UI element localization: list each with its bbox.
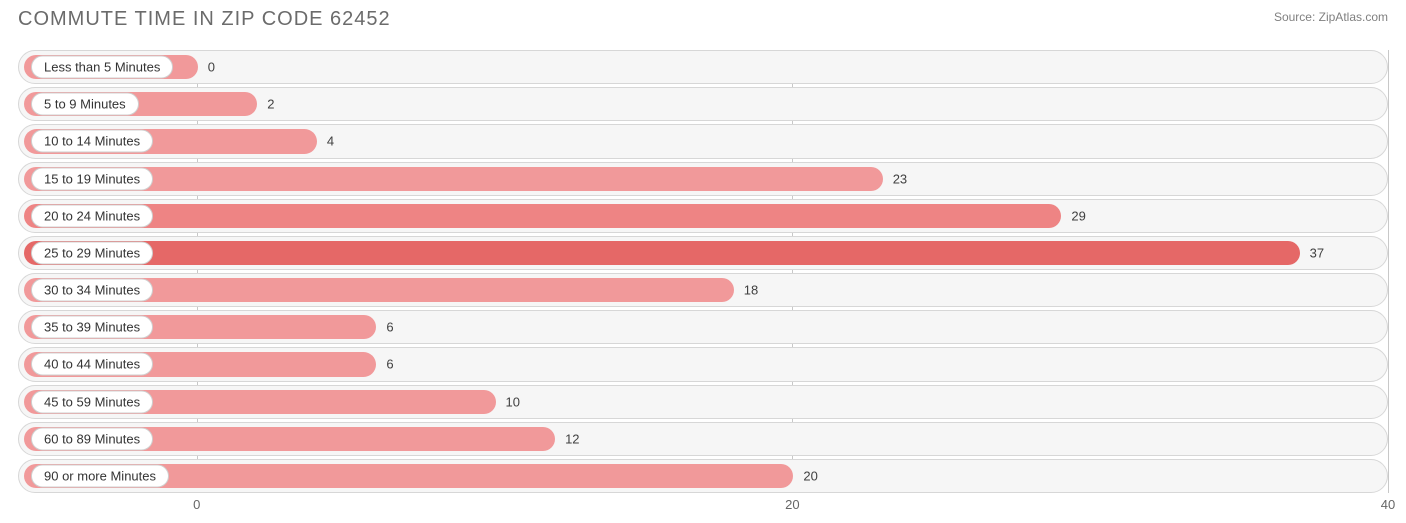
bar-row: 30 to 34 Minutes 18 — [18, 273, 1388, 307]
bar-row: 40 to 44 Minutes 6 — [18, 347, 1388, 381]
x-axis-tick: 0 — [193, 497, 200, 512]
bar-row: 25 to 29 Minutes 37 — [18, 236, 1388, 270]
bar-row: 35 to 39 Minutes 6 — [18, 310, 1388, 344]
value-label: 18 — [744, 283, 758, 298]
bar-row: 90 or more Minutes 20 — [18, 459, 1388, 493]
value-label: 12 — [565, 431, 579, 446]
value-label: 37 — [1310, 245, 1324, 260]
category-label: 20 to 24 Minutes — [31, 204, 153, 227]
x-axis-tick: 20 — [785, 497, 799, 512]
source-attribution: Source: ZipAtlas.com — [1274, 8, 1388, 24]
bar-row: 5 to 9 Minutes 2 — [18, 87, 1388, 121]
bar-rows-container: Less than 5 Minutes 0 5 to 9 Minutes 2 10 to… — [18, 50, 1388, 493]
value-label: 2 — [267, 97, 274, 112]
category-label: 25 to 29 Minutes — [31, 241, 153, 264]
category-label: 35 to 39 Minutes — [31, 316, 153, 339]
bar-row: Less than 5 Minutes 0 — [18, 50, 1388, 84]
value-label: 6 — [386, 357, 393, 372]
value-label: 0 — [208, 60, 215, 75]
bar-row: 45 to 59 Minutes 10 — [18, 385, 1388, 419]
category-label: 10 to 14 Minutes — [31, 130, 153, 153]
value-label: 6 — [386, 320, 393, 335]
category-label: Less than 5 Minutes — [31, 56, 173, 79]
value-label: 4 — [327, 134, 334, 149]
category-label: 45 to 59 Minutes — [31, 390, 153, 413]
bar-row: 20 to 24 Minutes 29 — [18, 199, 1388, 233]
bar-fill — [24, 241, 1300, 265]
source-name: ZipAtlas.com — [1319, 10, 1388, 24]
chart-title: COMMUTE TIME IN ZIP CODE 62452 — [18, 8, 391, 31]
x-axis-tick: 40 — [1381, 497, 1395, 512]
source-prefix: Source: — [1274, 10, 1319, 24]
category-label: 15 to 19 Minutes — [31, 167, 153, 190]
value-label: 10 — [506, 394, 520, 409]
value-label: 29 — [1071, 208, 1085, 223]
bar-row: 15 to 19 Minutes 23 — [18, 162, 1388, 196]
gridline — [1388, 50, 1389, 493]
category-label: 30 to 34 Minutes — [31, 279, 153, 302]
header: COMMUTE TIME IN ZIP CODE 62452 Source: Z… — [0, 0, 1406, 31]
bar-row: 10 to 14 Minutes 4 — [18, 124, 1388, 158]
bar-fill — [24, 204, 1061, 228]
value-label: 20 — [803, 468, 817, 483]
category-label: 90 or more Minutes — [31, 464, 169, 487]
category-label: 60 to 89 Minutes — [31, 427, 153, 450]
category-label: 40 to 44 Minutes — [31, 353, 153, 376]
chart-plot-area: Less than 5 Minutes 0 5 to 9 Minutes 2 10 to… — [18, 50, 1388, 493]
value-label: 23 — [893, 171, 907, 186]
bar-row: 60 to 89 Minutes 12 — [18, 422, 1388, 456]
x-axis: 02040 — [18, 497, 1388, 517]
category-label: 5 to 9 Minutes — [31, 93, 139, 116]
